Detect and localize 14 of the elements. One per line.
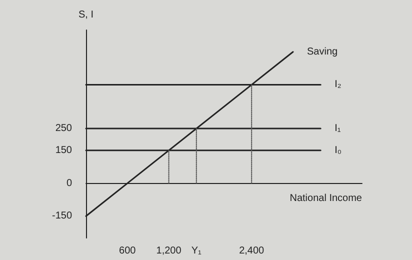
y-tick-label: 250 [55, 123, 72, 134]
x-tick-label: Y₁ [191, 246, 202, 256]
y-tick-label: 150 [55, 144, 72, 156]
series-label: I₂ [334, 79, 342, 90]
series-label: I₁ [334, 123, 342, 134]
y-axis-title: S, I [78, 10, 94, 20]
x-tick-label: 1,200 [156, 246, 182, 256]
x-tick-label: 600 [119, 246, 136, 256]
series-label: I₀ [334, 144, 342, 156]
y-tick-label: -150 [52, 210, 72, 222]
series-label: Saving [307, 46, 338, 58]
x-tick-label: 2,400 [239, 246, 265, 256]
y-tick-label: 0 [66, 178, 72, 189]
x-axis-title: National Income [290, 192, 362, 204]
